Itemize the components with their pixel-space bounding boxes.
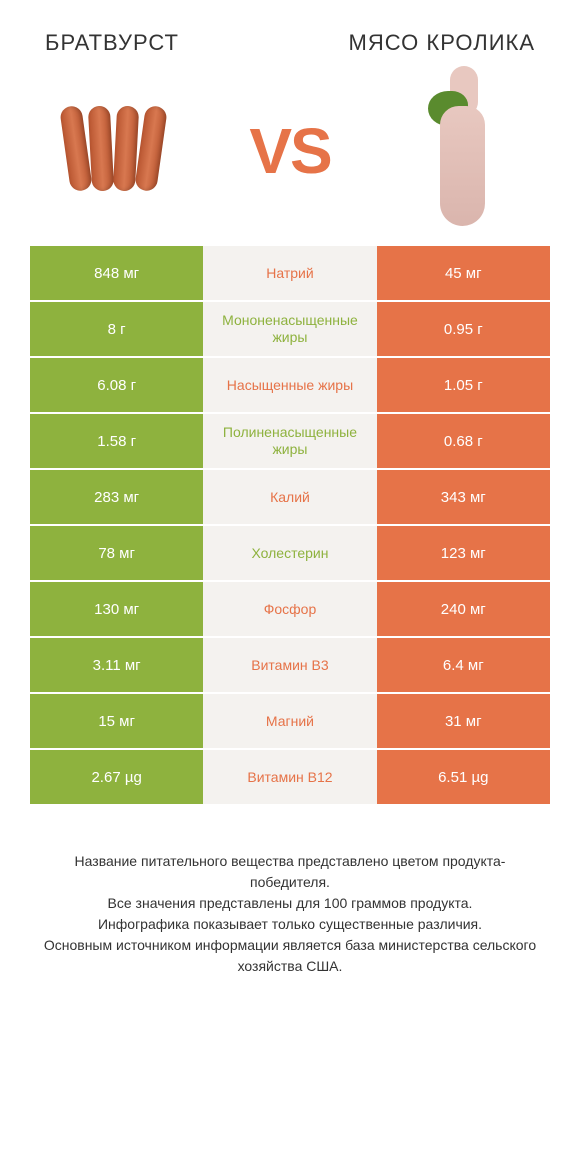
right-value-cell: 6.51 µg	[377, 750, 550, 804]
right-value-cell: 0.95 г	[377, 302, 550, 356]
left-value-cell: 1.58 г	[30, 414, 203, 468]
footer-notes: Название питательного вещества представл…	[15, 806, 565, 997]
nutrient-label-cell: Натрий	[203, 246, 376, 300]
left-value-cell: 8 г	[30, 302, 203, 356]
table-row: 848 мгНатрий45 мг	[30, 246, 550, 302]
footer-line-1: Название питательного вещества представл…	[40, 851, 540, 893]
nutrition-table: 848 мгНатрий45 мг8 гМононенасыщенные жир…	[15, 246, 565, 806]
right-value-cell: 45 мг	[377, 246, 550, 300]
left-value-cell: 3.11 мг	[30, 638, 203, 692]
table-row: 8 гМононенасыщенные жиры0.95 г	[30, 302, 550, 358]
table-row: 2.67 µgВитамин B126.51 µg	[30, 750, 550, 806]
table-row: 15 мгМагний31 мг	[30, 694, 550, 750]
rabbit-meat-image	[405, 91, 525, 211]
vs-images-row: VS	[15, 76, 565, 246]
bratwurst-image	[55, 91, 175, 211]
nutrient-label-cell: Мононенасыщенные жиры	[203, 302, 376, 356]
footer-line-4: Основным источником информации является …	[40, 935, 540, 977]
right-value-cell: 240 мг	[377, 582, 550, 636]
left-value-cell: 6.08 г	[30, 358, 203, 412]
footer-line-3: Инфографика показывает только существенн…	[40, 914, 540, 935]
table-row: 130 мгФосфор240 мг	[30, 582, 550, 638]
nutrient-label-cell: Витамин B3	[203, 638, 376, 692]
left-value-cell: 15 мг	[30, 694, 203, 748]
nutrient-label-cell: Калий	[203, 470, 376, 524]
left-value-cell: 2.67 µg	[30, 750, 203, 804]
table-row: 78 мгХолестерин123 мг	[30, 526, 550, 582]
nutrient-label-cell: Насыщенные жиры	[203, 358, 376, 412]
left-value-cell: 130 мг	[30, 582, 203, 636]
table-row: 283 мгКалий343 мг	[30, 470, 550, 526]
right-value-cell: 123 мг	[377, 526, 550, 580]
table-row: 6.08 гНасыщенные жиры1.05 г	[30, 358, 550, 414]
right-food-title: МЯСО КРОЛИКА	[349, 30, 535, 56]
nutrient-label-cell: Магний	[203, 694, 376, 748]
nutrient-label-cell: Фосфор	[203, 582, 376, 636]
vs-label: VS	[249, 114, 330, 188]
left-food-title: БРАТВУРСТ	[45, 30, 179, 56]
right-value-cell: 31 мг	[377, 694, 550, 748]
left-value-cell: 848 мг	[30, 246, 203, 300]
right-value-cell: 6.4 мг	[377, 638, 550, 692]
right-value-cell: 1.05 г	[377, 358, 550, 412]
left-value-cell: 283 мг	[30, 470, 203, 524]
left-value-cell: 78 мг	[30, 526, 203, 580]
nutrient-label-cell: Холестерин	[203, 526, 376, 580]
right-value-cell: 0.68 г	[377, 414, 550, 468]
footer-line-2: Все значения представлены для 100 граммо…	[40, 893, 540, 914]
right-value-cell: 343 мг	[377, 470, 550, 524]
table-row: 3.11 мгВитамин B36.4 мг	[30, 638, 550, 694]
nutrient-label-cell: Полиненасыщенные жиры	[203, 414, 376, 468]
table-row: 1.58 гПолиненасыщенные жиры0.68 г	[30, 414, 550, 470]
nutrient-label-cell: Витамин B12	[203, 750, 376, 804]
